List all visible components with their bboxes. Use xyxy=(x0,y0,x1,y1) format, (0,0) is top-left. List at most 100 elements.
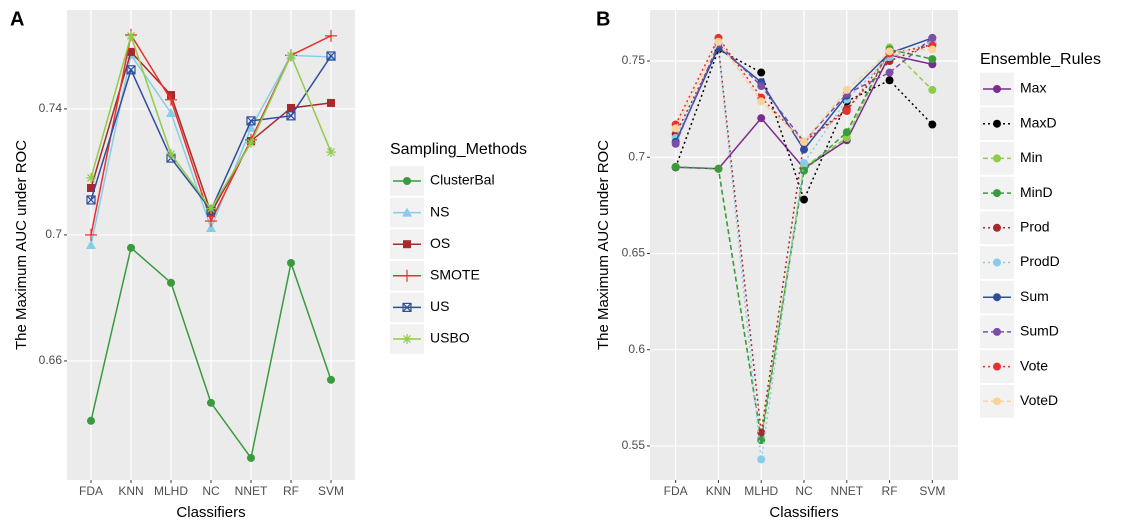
x-tick-label: RF xyxy=(882,484,898,498)
marker-shape xyxy=(993,85,1001,93)
marker-shape xyxy=(993,362,1001,371)
legend-label: Vote xyxy=(1020,357,1048,373)
marker-shape xyxy=(86,240,96,249)
marker xyxy=(327,98,335,107)
marker-shape xyxy=(800,159,808,168)
y-tick-label: 0.6 xyxy=(628,342,645,356)
marker xyxy=(714,164,723,173)
y-tick-label: 0.75 xyxy=(622,53,646,67)
marker-shape xyxy=(87,173,95,182)
marker xyxy=(800,137,808,146)
marker xyxy=(885,68,894,77)
marker-shape xyxy=(757,68,766,77)
marker xyxy=(928,45,937,54)
marker xyxy=(993,119,1001,128)
marker-shape xyxy=(126,65,136,75)
x-tick-label: SVM xyxy=(919,484,945,498)
marker xyxy=(286,111,296,121)
marker-shape xyxy=(246,122,256,132)
marker xyxy=(671,162,680,171)
marker-shape xyxy=(714,37,723,46)
marker-shape xyxy=(246,116,256,126)
y-tick-label: 0.55 xyxy=(622,438,646,452)
x-tick-label: NNET xyxy=(830,484,863,498)
marker xyxy=(287,103,295,112)
marker xyxy=(403,177,411,185)
marker xyxy=(993,327,1001,336)
marker-shape xyxy=(126,65,136,75)
x-tick-label: KNN xyxy=(118,484,143,498)
legend-label: Prod xyxy=(1020,219,1050,235)
marker xyxy=(993,293,1001,302)
marker-shape xyxy=(671,162,680,171)
x-tick-label: KNN xyxy=(706,484,731,498)
marker xyxy=(402,302,412,312)
marker-shape xyxy=(246,116,256,126)
marker-shape xyxy=(671,124,680,133)
y-axis-title: The Maximum AUC under ROC xyxy=(13,140,30,350)
marker xyxy=(928,120,937,129)
marker xyxy=(401,269,413,282)
marker-shape xyxy=(402,207,412,217)
marker xyxy=(127,47,135,56)
marker xyxy=(757,82,766,91)
marker xyxy=(928,55,937,64)
marker-shape xyxy=(402,302,412,312)
marker-shape xyxy=(287,258,295,267)
x-tick-label: RF xyxy=(283,484,299,498)
marker xyxy=(800,145,808,154)
marker xyxy=(87,416,95,425)
marker xyxy=(842,85,851,94)
marker xyxy=(757,455,766,464)
marker xyxy=(671,124,680,133)
y-tick-label: 0.7 xyxy=(45,227,62,241)
marker xyxy=(166,108,176,118)
marker-shape xyxy=(993,327,1001,336)
marker xyxy=(842,128,851,137)
x-tick-label: NC xyxy=(795,484,813,498)
legend-label: NS xyxy=(430,203,449,219)
x-tick-label: FDA xyxy=(664,484,688,498)
marker-shape xyxy=(403,177,411,185)
marker-shape xyxy=(326,51,336,61)
marker xyxy=(207,398,215,407)
legend-label: ProdD xyxy=(1020,253,1060,269)
x-axis-title: Classifiers xyxy=(176,504,245,521)
marker-shape xyxy=(127,47,135,56)
x-tick-label: NNET xyxy=(235,484,268,498)
x-tick-label: NC xyxy=(202,484,220,498)
legend-label: VoteD xyxy=(1020,392,1058,408)
y-axis-title: The Maximum AUC under ROC xyxy=(595,140,612,350)
y-tick-label: 0.66 xyxy=(39,353,63,367)
marker-shape xyxy=(842,128,851,137)
marker-shape xyxy=(167,278,175,287)
marker xyxy=(326,51,336,61)
marker-shape xyxy=(247,453,255,462)
marker xyxy=(885,76,894,85)
marker xyxy=(757,68,766,77)
marker xyxy=(167,278,175,287)
legend-label: OS xyxy=(430,235,450,251)
x-tick-label: MLHD xyxy=(744,484,778,498)
marker-shape xyxy=(757,82,766,91)
marker-shape xyxy=(287,51,295,60)
legend-label: US xyxy=(430,298,449,314)
marker xyxy=(85,228,97,241)
marker-shape xyxy=(842,133,851,142)
marker xyxy=(326,147,336,158)
marker-shape xyxy=(885,68,894,77)
marker xyxy=(246,122,256,132)
marker-shape xyxy=(671,139,680,148)
marker xyxy=(402,334,412,344)
marker xyxy=(993,154,1001,163)
marker-shape xyxy=(166,108,176,118)
marker-shape xyxy=(842,85,851,94)
marker-shape xyxy=(800,137,808,146)
x-tick-label: FDA xyxy=(79,484,103,498)
marker xyxy=(325,29,337,42)
marker xyxy=(757,97,766,106)
marker xyxy=(247,453,255,462)
legend-title: Ensemble_Rules xyxy=(980,51,1101,68)
marker-shape xyxy=(993,189,1001,198)
marker xyxy=(671,139,680,148)
